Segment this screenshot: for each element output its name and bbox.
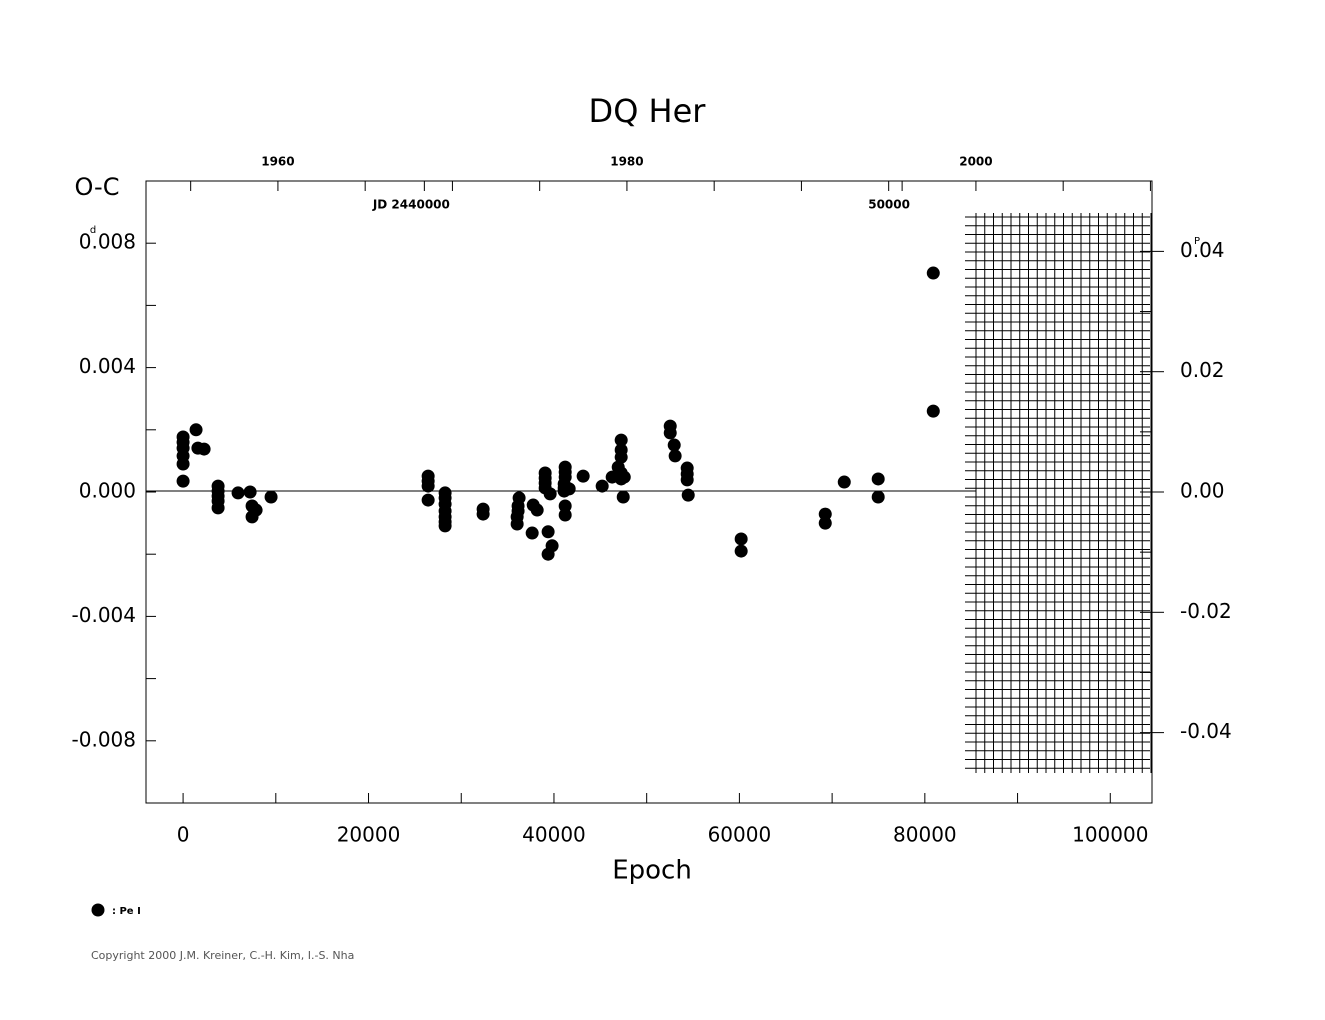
data-point [558,499,572,513]
y-tick-label: -0.004 [72,603,136,627]
y2-tick-label: 0.02 [1180,358,1225,382]
data-point [558,508,572,522]
data-point [264,490,278,504]
data-point [616,490,630,504]
data-point [530,503,544,517]
plot-frame [145,180,1153,804]
data-point [525,526,539,540]
data-point [562,482,576,496]
data-point [176,457,190,471]
data-point [837,475,851,489]
data-point [512,491,526,505]
data-point [176,474,190,488]
data-point [510,517,524,531]
x-tick-label: 0 [177,823,190,847]
legend-label: : Pe I [112,906,141,917]
data-point [576,469,590,483]
data-point [545,539,559,553]
y-tick-label: 0.004 [79,354,136,378]
x2-tick-label: 2000 [959,155,992,169]
data-point [595,479,609,493]
y2-tick-label: 0.00 [1180,479,1225,503]
data-point [681,488,695,502]
data-point [818,516,832,530]
y2-tick-label: -0.02 [1180,599,1232,623]
x-tick-label: 20000 [337,823,401,847]
data-point [734,532,748,546]
data-point [614,450,628,464]
data-point [211,501,225,515]
y2-tick-label: 0.04 [1180,238,1225,262]
data-point [871,472,885,486]
data-point [680,473,694,487]
data-point [197,442,211,456]
x-tick-label: 100000 [1072,823,1148,847]
data-point [617,470,631,484]
y-tick-label: 0.008 [79,230,136,254]
data-point [541,525,555,539]
chart-title: DQ Her [589,92,707,130]
legend-marker [91,903,105,917]
footer: Copyright 2000 J.M. Kreiner, C.-H. Kim, … [91,949,354,962]
data-point [871,490,885,504]
data-point [543,487,557,501]
x2-tick-label: 1980 [610,155,643,169]
y2-unit: P [1194,236,1200,247]
x-tick-label: 60000 [708,823,772,847]
hatched-region [965,213,1152,773]
data-point [667,438,681,452]
data-point [926,266,940,280]
y-tick-label: -0.008 [72,727,136,751]
data-point [231,486,245,500]
data-point [438,519,452,533]
data-point [926,404,940,418]
y-unit: d [90,225,96,236]
x-tick-label: 80000 [893,823,957,847]
data-point [189,423,203,437]
data-point [663,426,677,440]
data-point [476,507,490,521]
x-tick-label: 40000 [522,823,586,847]
data-point [818,507,832,521]
data-point [668,449,682,463]
jd-tick-label: 50000 [868,198,910,212]
data-point [249,503,263,517]
y2-tick-label: -0.04 [1180,719,1232,743]
jd-tick-label: JD 2440000 [372,198,450,212]
data-point [421,493,435,507]
x-axis-label: Epoch [612,856,692,886]
data-point [614,433,628,447]
data-point [243,485,257,499]
y-tick-label: 0.000 [79,479,136,503]
data-point [734,544,748,558]
x2-tick-label: 1960 [261,155,294,169]
data-point [421,479,435,493]
y-axis-label: O-C [75,173,120,201]
data-point [511,504,525,518]
